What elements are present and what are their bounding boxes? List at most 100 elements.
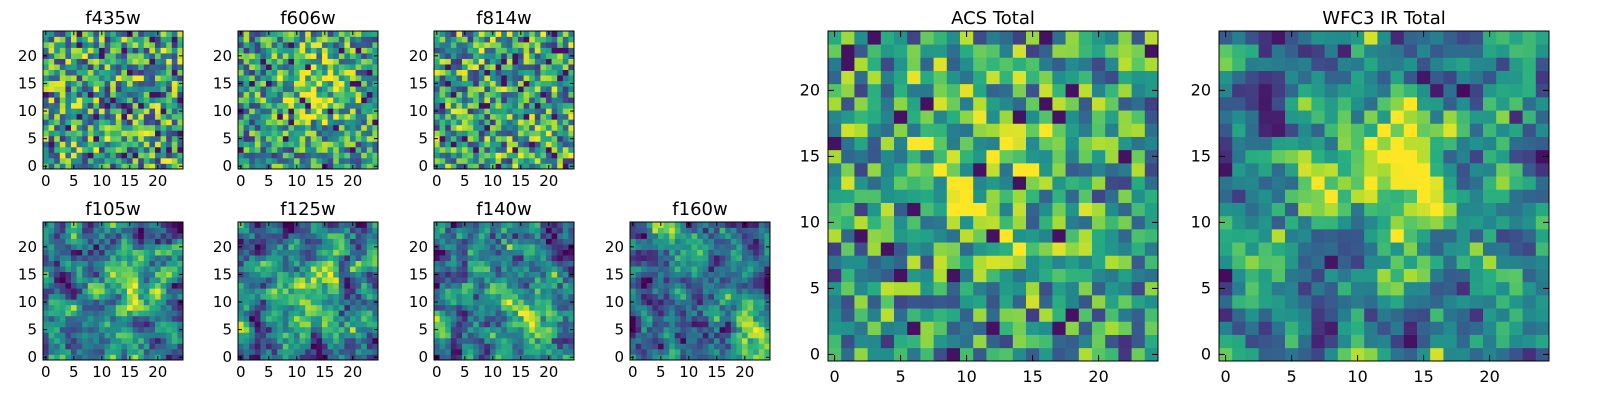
- heatmap-cell: [1092, 189, 1106, 203]
- heatmap-cell: [243, 86, 250, 93]
- heatmap-cell: [115, 222, 122, 228]
- heatmap-cell: [344, 152, 351, 159]
- heatmap-cell: [1131, 295, 1146, 309]
- heatmap-cell: [562, 348, 569, 355]
- heatmap-cell: [473, 299, 480, 306]
- heatmap-cell: [1065, 347, 1080, 362]
- heatmap-cell: [512, 58, 519, 65]
- heatmap-cell: [523, 304, 530, 311]
- heatmap-cell: [71, 36, 77, 43]
- heatmap-cell: [355, 233, 362, 239]
- heatmap-cell: [327, 69, 334, 76]
- heatmap-cell: [333, 288, 340, 295]
- heatmap-cell: [282, 69, 289, 76]
- heatmap-cell: [160, 260, 167, 267]
- heatmap-cell: [557, 157, 564, 164]
- heatmap-cell: [338, 244, 345, 250]
- heatmap-cell: [462, 64, 468, 70]
- heatmap-cell: [355, 222, 362, 228]
- heatmap-cell: [568, 255, 575, 261]
- heatmap-cell: [669, 321, 676, 328]
- heatmap-cell: [48, 86, 55, 93]
- heatmap-cell: [110, 255, 117, 261]
- heatmap-cell: [160, 282, 167, 289]
- heatmap-cell: [104, 53, 111, 59]
- heatmap-cell: [562, 282, 569, 289]
- heatmap-cell: [747, 304, 754, 311]
- heatmap-cell: [764, 255, 771, 261]
- heatmap-cell: [110, 293, 117, 300]
- heatmap-cell: [243, 113, 250, 120]
- heatmap-cell: [546, 80, 552, 87]
- heatmap-cell: [467, 304, 474, 311]
- heatmap-cell: [467, 222, 474, 228]
- heatmap-cell: [986, 334, 1000, 349]
- heatmap-cell: [322, 113, 328, 120]
- heatmap-cell: [478, 146, 485, 153]
- heatmap-cell: [534, 86, 541, 93]
- heatmap-cell: [933, 189, 948, 203]
- heatmap-cell: [316, 141, 323, 148]
- heatmap-cell: [160, 238, 167, 245]
- heatmap-cell: [478, 354, 485, 361]
- heatmap-cell: [87, 222, 94, 228]
- heatmap-cell: [166, 146, 173, 153]
- heatmap-cell: [534, 152, 541, 159]
- heatmap-cell: [484, 36, 491, 43]
- heatmap-cell: [467, 282, 474, 289]
- heatmap-cell: [305, 354, 312, 361]
- heatmap-cell: [82, 152, 89, 159]
- heatmap-cell: [43, 293, 49, 300]
- heatmap-cell: [764, 266, 771, 273]
- heatmap-cell: [473, 354, 480, 361]
- heatmap-cell: [249, 119, 256, 126]
- heatmap-cell: [725, 244, 732, 250]
- heatmap-cell: [506, 124, 513, 131]
- heatmap-cell: [501, 47, 508, 54]
- heatmap-cell: [512, 255, 519, 261]
- heatmap-cell: [254, 80, 261, 87]
- heatmap-cell: [166, 310, 173, 317]
- heatmap-cell: [462, 255, 468, 261]
- heatmap-cell: [946, 295, 961, 309]
- heatmap-cell: [1065, 215, 1080, 230]
- heatmap-cell: [166, 288, 173, 295]
- heatmap-cell: [697, 288, 704, 295]
- heatmap-cell: [299, 321, 306, 328]
- heatmap-cell: [155, 152, 161, 159]
- heatmap-cell: [439, 315, 446, 322]
- heatmap-cell: [518, 42, 524, 48]
- heatmap-cell: [439, 86, 446, 93]
- heatmap-cell: [82, 75, 89, 82]
- heatmap-cell: [686, 304, 692, 311]
- heatmap-cell: [478, 135, 485, 142]
- heatmap-cell: [115, 119, 122, 126]
- heatmap-cell: [1065, 281, 1080, 296]
- heatmap-cell: [316, 315, 323, 322]
- heatmap-cell: [299, 249, 306, 256]
- heatmap-cell: [54, 146, 61, 153]
- heatmap-cell: [71, 348, 77, 355]
- heatmap-cell: [282, 293, 289, 300]
- heatmap-cell: [127, 108, 133, 115]
- heatmap-cell: [249, 244, 256, 250]
- heatmap-cell: [691, 304, 698, 311]
- heatmap-cell: [867, 163, 882, 177]
- heatmap-cell: [534, 260, 541, 267]
- heatmap-cell: [439, 64, 446, 70]
- heatmap-cell: [758, 315, 765, 322]
- heatmap-cell: [87, 146, 94, 153]
- heatmap-cell: [841, 176, 855, 190]
- heatmap-cell: [719, 354, 726, 361]
- heatmap-cell: [282, 113, 289, 120]
- heatmap-cell: [127, 80, 133, 87]
- heatmap-cell: [473, 244, 480, 250]
- heatmap-cell: [310, 163, 317, 170]
- heatmap-cell: [155, 277, 161, 284]
- heatmap-cell: [71, 266, 77, 273]
- heatmap-cell: [260, 86, 267, 93]
- heatmap-cell: [82, 135, 89, 142]
- heatmap-cell: [456, 64, 463, 70]
- heatmap-cell: [562, 244, 569, 250]
- heatmap-cell: [366, 58, 373, 65]
